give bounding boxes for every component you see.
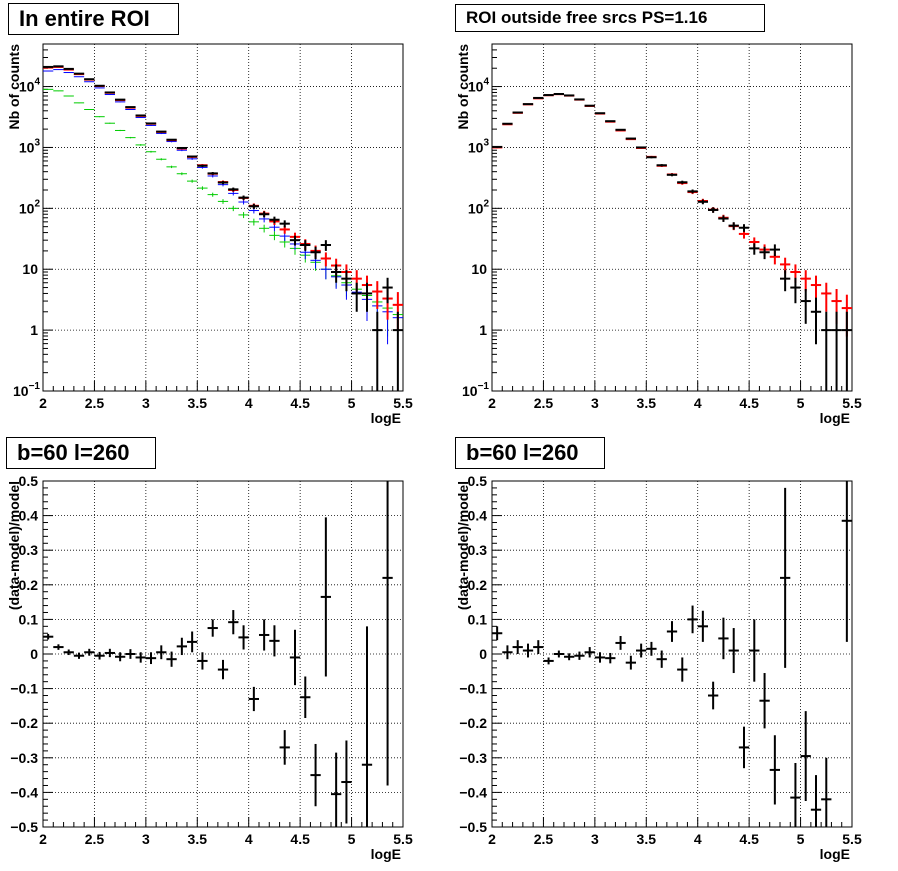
x-tick-label: 5.5 (393, 395, 413, 411)
y-tick-label: 0.5 (19, 473, 39, 489)
y-tick-label: 0.2 (19, 577, 39, 593)
series-1 (492, 481, 852, 827)
y-tick-label: 0.1 (468, 611, 488, 627)
series-2 (43, 69, 403, 360)
y-tick-label: 0.5 (468, 473, 488, 489)
panel-3-title: b=60 l=260 (6, 437, 156, 469)
x-axis-label: logE (371, 410, 401, 426)
y-tick-label: 102 (19, 198, 41, 216)
x-tick-label: 5.5 (842, 395, 862, 411)
x-tick-label: 5 (348, 395, 356, 411)
y-tick-label: 0.1 (19, 611, 39, 627)
series-1 (43, 481, 393, 827)
y-tick-label: 10 (471, 261, 487, 277)
y-tick-label: 1 (30, 322, 38, 338)
y-tick-label: 103 (19, 137, 41, 155)
chart-panel-1: 2 2.5 3 3.5 4 4.5 5 5.5 10−1 1 10 102 103 104 logE Nb o… (6, 43, 413, 426)
x-tick-label: 4 (694, 831, 702, 847)
x-axis-label: logE (371, 846, 401, 862)
series-3 (43, 65, 403, 331)
x-tick-label: 4.5 (290, 395, 310, 411)
y-tick-label: 0 (30, 646, 38, 662)
y-tick-label: −0.4 (459, 784, 487, 800)
panel-4-title: b=60 l=260 (455, 437, 605, 469)
y-tick-label: 1 (479, 322, 487, 338)
y-tick-label: 0.4 (468, 508, 488, 524)
y-tick-label: 0.2 (468, 577, 488, 593)
x-tick-label: 4.5 (739, 395, 759, 411)
x-tick-label: 5 (348, 831, 356, 847)
y-tick-label: 104 (468, 77, 490, 95)
y-axis-label: (data-model)/model (6, 481, 22, 610)
y-tick-label: 10−1 (462, 381, 489, 399)
y-axis-label: (data-model)/model (455, 481, 471, 610)
y-tick-label: 104 (19, 77, 41, 95)
x-axis-label: logE (820, 846, 850, 862)
chart-panel-2: 2 2.5 3 3.5 4 4.5 5 5.5 10−1 1 10 102 103 104 logE Nb o… (455, 43, 862, 426)
series-1 (43, 88, 403, 351)
x-tick-label: 4.5 (739, 831, 759, 847)
x-tick-label: 5 (797, 831, 805, 847)
y-tick-label: 10 (22, 261, 38, 277)
x-tick-label: 5 (797, 395, 805, 411)
y-tick-label: 0 (479, 646, 487, 662)
chart-panel-4: 2 2.5 3 3.5 4 4.5 5 5.5 −0.5 −0.4 −0.3 −0.2 −0.1 0 0.1… (455, 473, 862, 862)
x-tick-label: 3.5 (188, 831, 208, 847)
x-tick-label: 2 (488, 395, 496, 411)
x-tick-label: 3.5 (637, 395, 657, 411)
y-axis-label: Nb of counts (6, 44, 22, 130)
x-tick-label: 3.5 (188, 395, 208, 411)
series-4 (43, 65, 403, 391)
y-tick-label: −0.2 (10, 715, 38, 731)
series-2 (492, 92, 852, 391)
y-tick-label: −0.2 (459, 715, 487, 731)
x-tick-label: 3 (142, 395, 150, 411)
x-tick-label: 5.5 (393, 831, 413, 847)
y-tick-label: 103 (468, 137, 490, 155)
y-tick-label: 102 (468, 198, 490, 216)
y-tick-label: 0.3 (19, 542, 39, 558)
x-axis-label: logE (820, 410, 850, 426)
y-tick-label: −0.5 (10, 819, 38, 835)
y-tick-label: −0.3 (10, 750, 38, 766)
y-axis-label: Nb of counts (455, 44, 471, 130)
x-tick-label: 2 (39, 831, 47, 847)
x-tick-label: 5.5 (842, 831, 862, 847)
x-tick-label: 3.5 (637, 831, 657, 847)
y-tick-label: 10−1 (13, 381, 40, 399)
x-tick-label: 2 (39, 395, 47, 411)
y-tick-label: 0.3 (468, 542, 488, 558)
y-tick-label: −0.5 (459, 819, 487, 835)
series-1 (492, 93, 852, 337)
x-tick-label: 4 (694, 395, 702, 411)
x-tick-label: 2.5 (534, 831, 554, 847)
panel-1-title: In entire ROI (8, 3, 179, 35)
y-tick-label: −0.3 (459, 750, 487, 766)
y-tick-label: −0.1 (10, 681, 38, 697)
x-tick-label: 2.5 (85, 831, 105, 847)
x-tick-label: 3 (591, 395, 599, 411)
x-tick-label: 2.5 (85, 395, 105, 411)
panel-2-title: ROI outside free srcs PS=1.16 (455, 4, 765, 32)
chart-panel-3: 2 2.5 3 3.5 4 4.5 5 5.5 −0.5 −0.4 −0.3 −0.2 −0.1 0 0.1… (6, 473, 413, 862)
y-tick-label: 0.4 (19, 508, 39, 524)
x-tick-label: 2 (488, 831, 496, 847)
y-tick-label: −0.4 (10, 784, 38, 800)
y-tick-label: −0.1 (459, 681, 487, 697)
x-tick-label: 4 (245, 395, 253, 411)
x-tick-label: 4.5 (290, 831, 310, 847)
plot-frame (42, 43, 404, 392)
x-tick-label: 4 (245, 831, 253, 847)
x-tick-label: 3 (591, 831, 599, 847)
x-tick-label: 3 (142, 831, 150, 847)
x-tick-label: 2.5 (534, 395, 554, 411)
